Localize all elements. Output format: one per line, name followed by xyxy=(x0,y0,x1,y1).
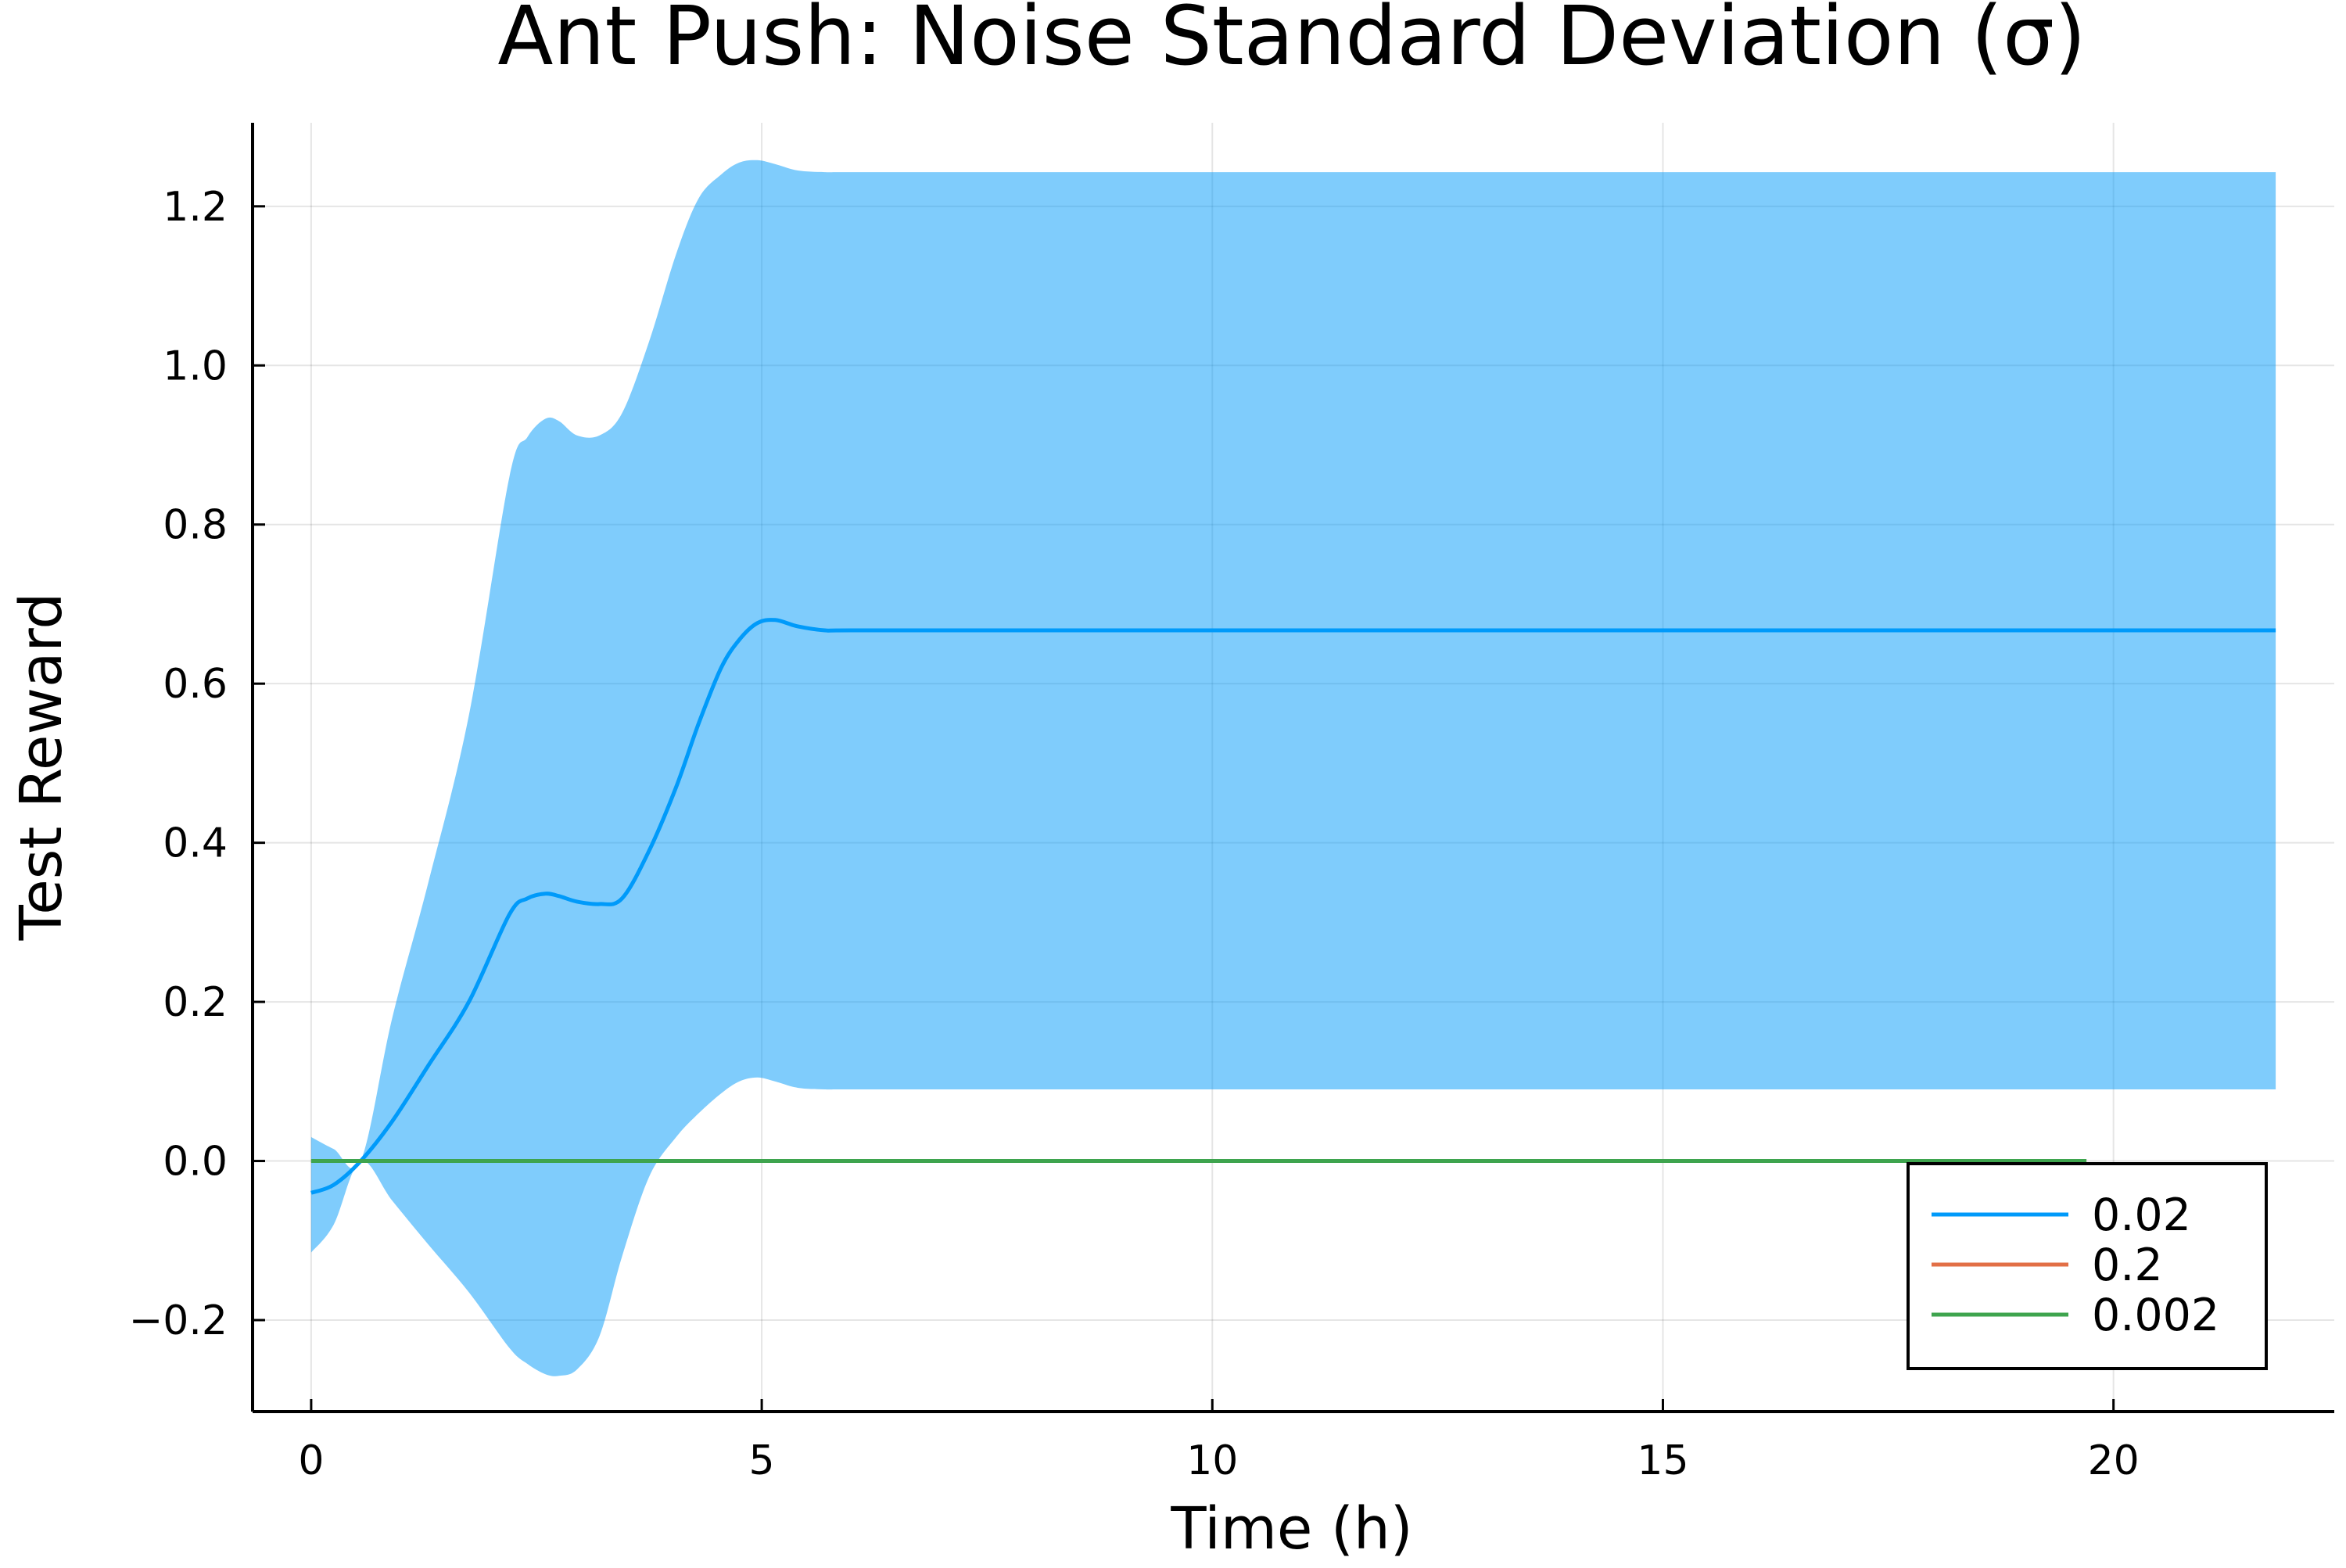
legend-label-0.002: 0.002 xyxy=(2092,1290,2219,1341)
y-tick-label: 0.2 xyxy=(163,979,228,1026)
y-tick-label: 1.0 xyxy=(163,343,228,389)
tick-labels: 0 5 10 15 20 −0.2 0.0 0.2 0.4 0.6 0.8 1.0 1.2 xyxy=(129,184,2140,1484)
confidence-bands xyxy=(310,160,2276,1376)
y-tick-label: 0.0 xyxy=(163,1139,228,1186)
x-axis-label: Time (h) xyxy=(1170,1495,1412,1563)
x-tick-label: 0 xyxy=(298,1437,324,1484)
legend: 0.020.20.002 xyxy=(1907,1162,2268,1370)
y-tick-label: 0.8 xyxy=(163,502,228,549)
series-lines xyxy=(310,618,2276,1195)
x-tick-label: 10 xyxy=(1186,1437,1238,1484)
x-tick-label: 20 xyxy=(2088,1437,2140,1484)
confidence-band-0.02 xyxy=(310,160,2276,1376)
series-line-0.02 xyxy=(310,618,2276,1195)
y-tick-label: 1.2 xyxy=(163,184,228,231)
axes xyxy=(251,123,2334,1413)
legend-label-0.2: 0.2 xyxy=(2092,1240,2163,1291)
y-axis-label: Test Reward xyxy=(8,593,75,942)
legend-label-0.02: 0.02 xyxy=(2092,1189,2191,1241)
chart-title: Ant Push: Noise Standard Deviation (σ) xyxy=(497,0,2086,84)
x-tick-label: 15 xyxy=(1637,1437,1688,1484)
x-tick-label: 5 xyxy=(749,1437,775,1484)
y-tick-label: 0.6 xyxy=(163,661,228,708)
y-tick-label: −0.2 xyxy=(129,1297,228,1344)
y-tick-label: 0.4 xyxy=(163,820,228,867)
